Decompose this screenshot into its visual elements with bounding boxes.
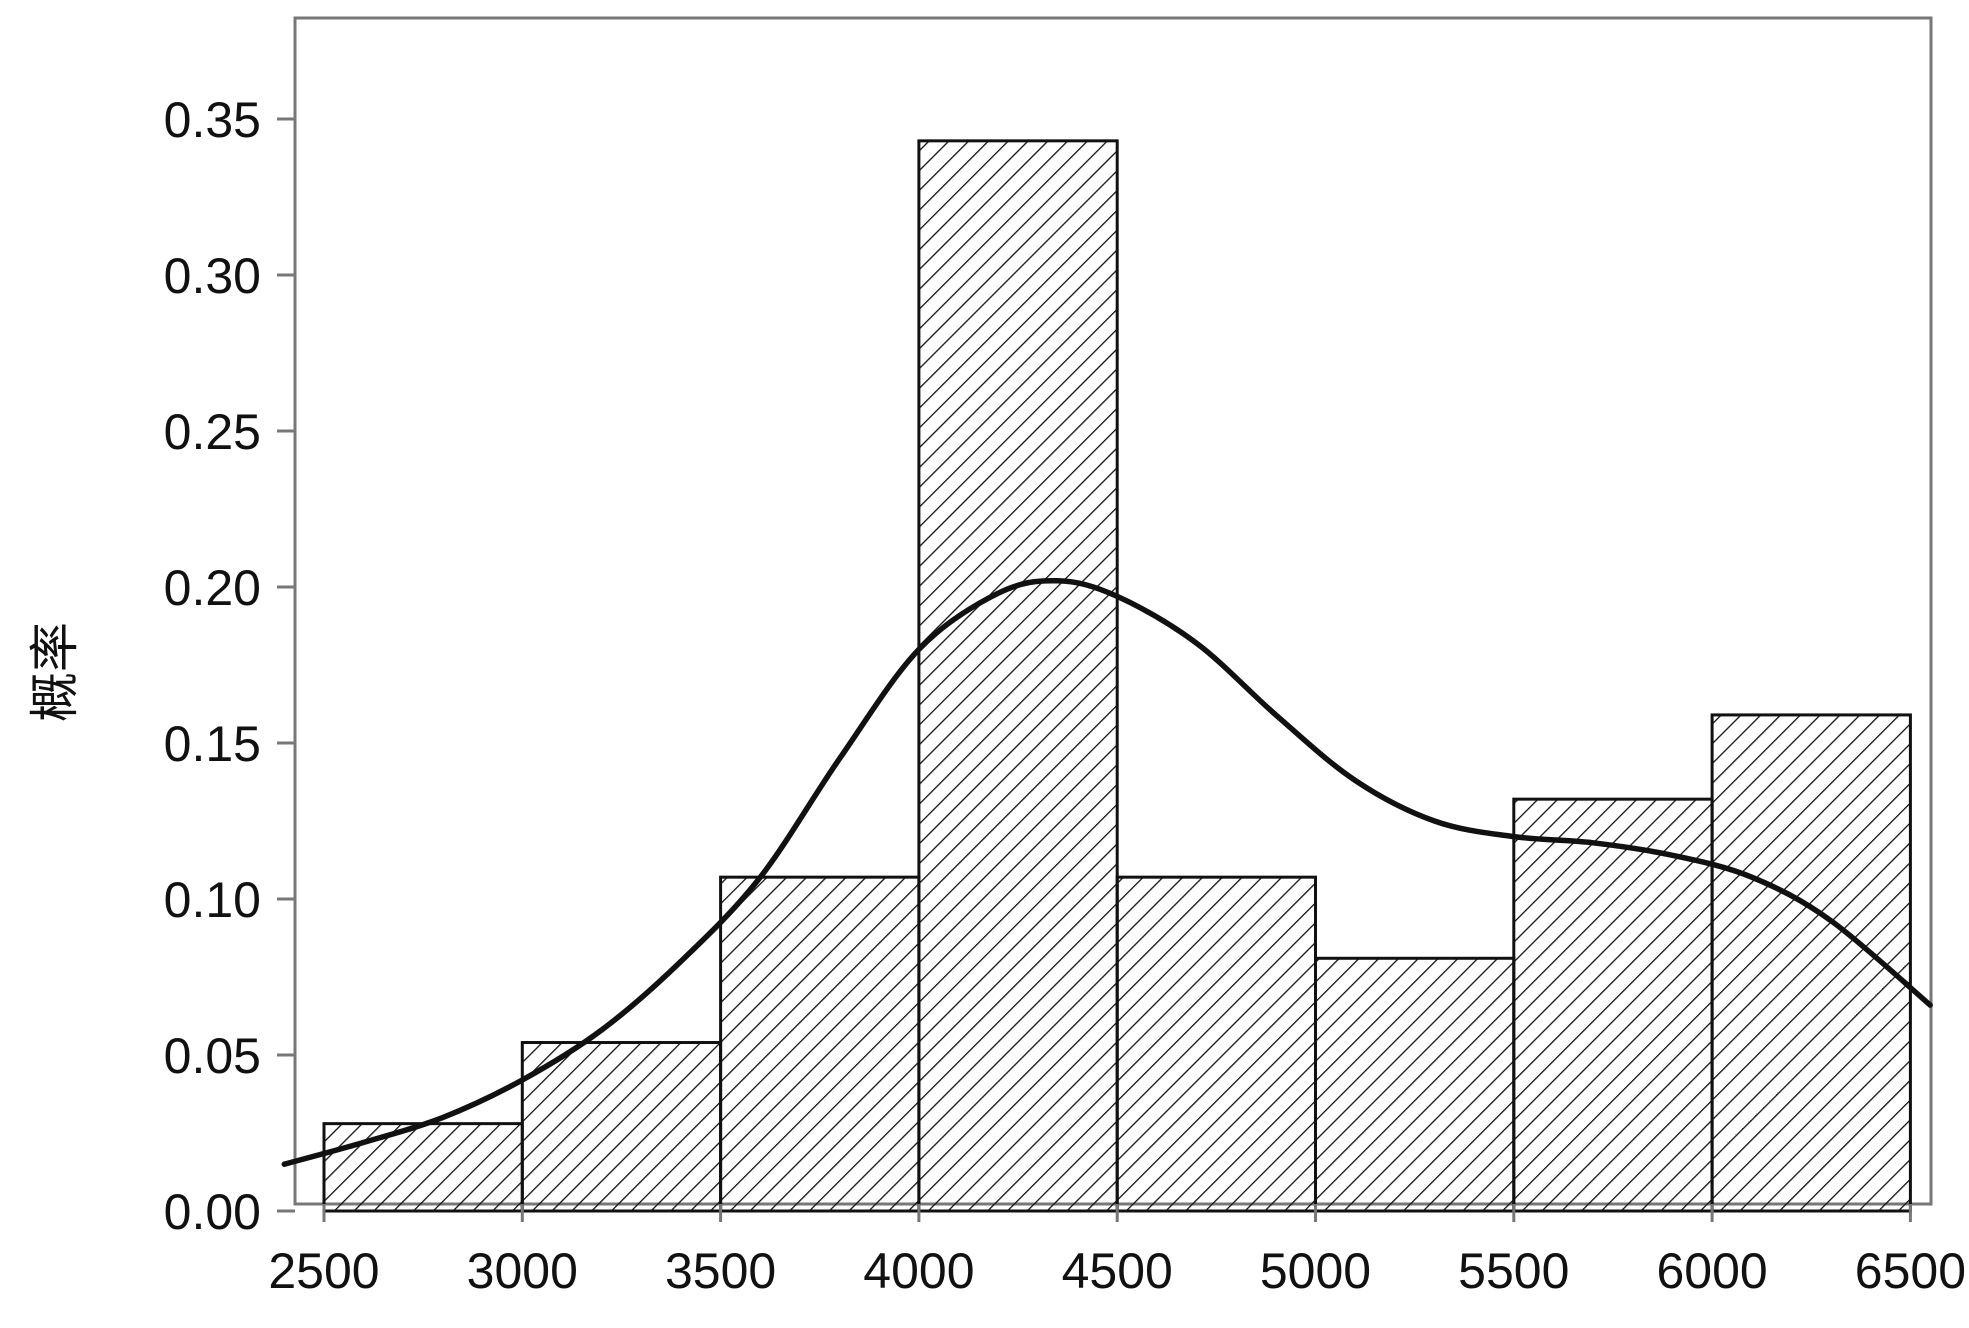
- y-tick-label: 0.05: [164, 1028, 261, 1084]
- histogram-bar-6: [1314, 956, 1516, 1213]
- x-tick-label: 6500: [1855, 1243, 1966, 1299]
- y-tick-label: 0.20: [164, 560, 261, 616]
- x-tick-label: 3500: [665, 1243, 776, 1299]
- y-axis: 0.00 0.05 0.10 0.15 0.20 0.25 0.30 0.35: [164, 92, 295, 1240]
- x-tick-label: 3000: [467, 1243, 578, 1299]
- density-curve: [281, 577, 1933, 1167]
- y-tick-label: 0.30: [164, 248, 261, 304]
- y-axis-label: 概率: [27, 622, 83, 722]
- histogram-bar-3: [719, 875, 921, 1213]
- histogram-bar-2: [520, 1041, 723, 1213]
- x-tick-label: 2500: [268, 1243, 379, 1299]
- histogram-bar-8: [1710, 713, 1912, 1213]
- y-tick-label: 0.15: [164, 716, 261, 772]
- y-tick-label: 0.35: [164, 92, 261, 148]
- x-tick-label: 5000: [1260, 1243, 1371, 1299]
- histogram-bar-1: [322, 1122, 524, 1213]
- x-tick-label: 5500: [1458, 1243, 1569, 1299]
- x-tick-label: 4500: [1062, 1243, 1173, 1299]
- bars-group: [322, 139, 1912, 1213]
- y-tick-label: 0.25: [164, 404, 261, 460]
- x-axis: 2500 3000 3500 4000 4500 5000 5500 6000 6500: [268, 1204, 1966, 1299]
- x-tick-label: 4000: [863, 1243, 974, 1299]
- histogram-bar-7: [1512, 797, 1714, 1213]
- x-tick-label: 6000: [1656, 1243, 1767, 1299]
- histogram-bar-4: [917, 139, 1119, 1213]
- y-tick-label: 0.00: [164, 1184, 261, 1240]
- histogram-bar-5: [1115, 875, 1317, 1213]
- y-tick-label: 0.10: [164, 872, 261, 928]
